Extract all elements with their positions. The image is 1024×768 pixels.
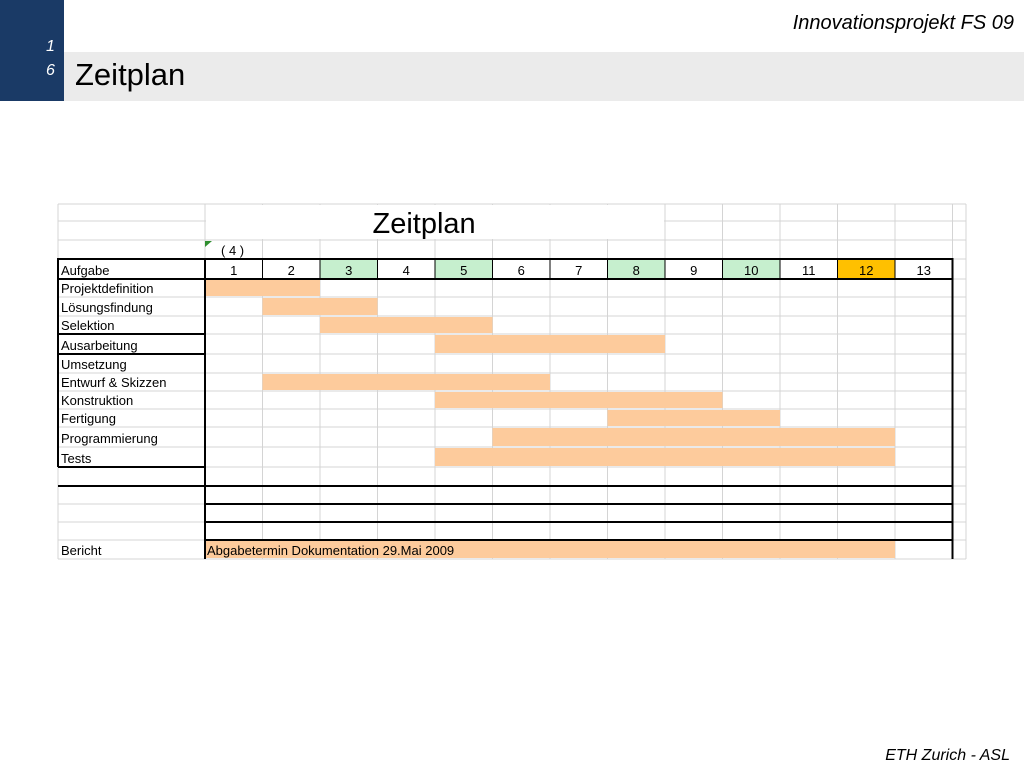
week-label: 6 [518,263,525,278]
task-name: Lösungsfindung [61,300,153,315]
report-text: Abgabetermin Dokumentation 29.Mai 2009 [207,543,454,558]
report-bar [205,541,895,558]
task-name: Tests [61,451,92,466]
week-highlight [837,259,895,279]
week-label: 10 [744,263,758,278]
task-bar [435,335,665,353]
title-band [64,52,1024,101]
sheet-title: Zeitplan [373,208,476,240]
week-label: 2 [288,263,295,278]
slide-number-box: 1 6 [0,0,64,101]
page-title: Zeitplan [75,57,186,92]
task-bar [320,317,493,333]
week-label: 11 [802,263,816,278]
week-label: 5 [460,263,467,278]
week-label: 7 [575,263,582,278]
header-row-border [57,258,954,280]
task-bar [435,392,723,408]
week-label: 8 [633,263,640,278]
task-bar [492,428,895,446]
task-bar [607,410,780,426]
header-label-aufgabe: Aufgabe [61,263,109,278]
slide-number-digit-2: 6 [46,62,55,79]
task-bar [262,298,378,315]
week-highlight [320,259,378,279]
task-name: Fertigung [61,411,116,426]
course-name: Innovationsprojekt FS 09 [792,12,1014,34]
footer-institution: ETH Zurich - ASL [885,747,1010,764]
task-name: Selektion [61,318,114,333]
task-name: Entwurf & Skizzen [61,375,167,390]
task-name: Projektdefinition [61,281,154,296]
week-label: 1 [230,263,237,278]
week-label: 4 [403,263,410,278]
report-label: Bericht [61,543,102,558]
task-name: Programmierung [61,431,158,446]
slide-number-digit-1: 1 [46,38,55,55]
task-bar [205,280,320,296]
task-name: Konstruktion [61,393,133,408]
task-name: Ausarbeitung [61,338,138,353]
week-label: 13 [917,263,931,278]
task-bar [435,448,895,466]
task-bar [262,374,550,390]
cell-marker-icon [205,241,212,247]
task-name: Umsetzung [61,357,127,372]
title-cell [206,205,664,239]
week-highlight [722,259,780,279]
week-highlight [607,259,665,279]
week-label: 12 [859,263,873,278]
week-highlight [435,259,493,279]
sheet-note: ( 4 ) [221,243,244,258]
week-label: 3 [345,263,352,278]
week-label: 9 [690,263,697,278]
